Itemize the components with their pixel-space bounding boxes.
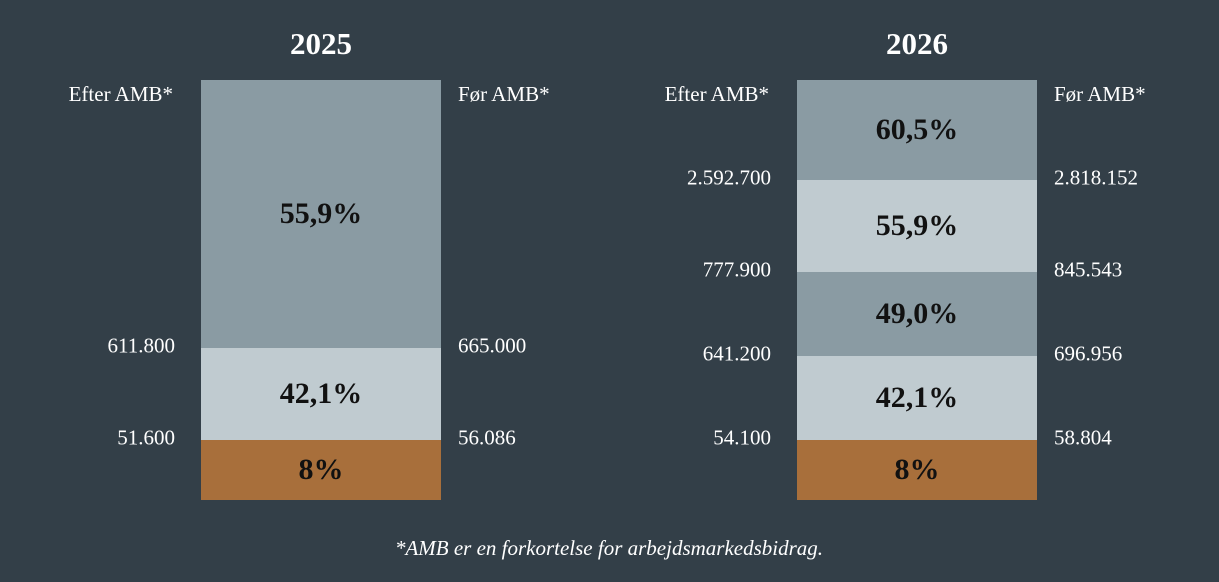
- footnote: *AMB er en forkortelse for arbejdsmarked…: [394, 536, 824, 560]
- rate-segment: 49,0%: [797, 272, 1037, 356]
- threshold-after: 51.600: [117, 425, 175, 450]
- threshold-before: 696.956: [1054, 341, 1123, 366]
- threshold-after: 2.592.700: [687, 165, 771, 190]
- rate-segment: 42,1%: [201, 348, 441, 440]
- rate-segment: 55,9%: [797, 180, 1037, 272]
- threshold-before: 56.086: [458, 425, 516, 450]
- threshold-after: 611.800: [107, 333, 175, 358]
- threshold-before: 2.818.152: [1054, 165, 1138, 190]
- rate-segment: 8%: [797, 440, 1037, 500]
- panel-title: 2026: [886, 26, 948, 61]
- left-heading: Efter AMB*: [664, 82, 769, 106]
- threshold-before: 845.543: [1054, 257, 1123, 282]
- threshold-after: 641.200: [702, 341, 771, 366]
- panel-title: 2025: [290, 26, 352, 61]
- right-heading: Før AMB*: [1054, 82, 1146, 106]
- threshold-after: 54.100: [713, 425, 771, 450]
- threshold-before: 665.000: [458, 333, 527, 358]
- left-heading: Efter AMB*: [68, 82, 173, 106]
- rate-segment: 60,5%: [797, 80, 1037, 180]
- right-heading: Før AMB*: [458, 82, 550, 106]
- rate-segment: 42,1%: [797, 356, 1037, 440]
- threshold-before: 58.804: [1054, 425, 1112, 450]
- rate-segment: 8%: [201, 440, 441, 500]
- rate-segment: 55,9%: [201, 80, 441, 348]
- threshold-after: 777.900: [702, 257, 771, 282]
